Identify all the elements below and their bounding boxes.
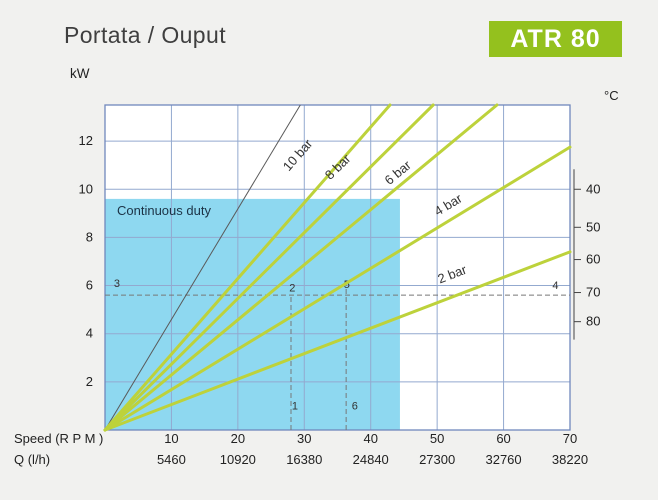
x-axis-title-flow: Q (l/h) — [14, 452, 50, 467]
x-axis-title-speed: Speed (R P M ) — [14, 431, 103, 446]
x-tick-label: 60 — [496, 431, 510, 446]
q-tick-label: 32760 — [485, 452, 521, 467]
y-tick-label: 4 — [86, 326, 93, 341]
x-tick-label: 30 — [297, 431, 311, 446]
temp-tick-label: 50 — [586, 219, 600, 234]
x-tick-label: 50 — [430, 431, 444, 446]
q-tick-label: 10920 — [220, 452, 256, 467]
series-line-2-bar — [103, 250, 572, 432]
aux-line — [104, 104, 301, 431]
series-line-8-bar — [103, 103, 435, 432]
y-tick-label: 12 — [79, 133, 93, 148]
series-line-4-bar — [103, 145, 572, 432]
page-title: Portata / Ouput — [64, 22, 226, 48]
continuous-duty-region — [105, 198, 400, 430]
x-tick-label: 70 — [563, 431, 577, 446]
plot-border — [104, 104, 571, 431]
temp-tick-label: 60 — [586, 252, 600, 267]
y-tick-label: 10 — [79, 181, 93, 196]
temp-tick-label: 70 — [586, 285, 600, 300]
q-tick-label: 24840 — [353, 452, 389, 467]
point-label-4: 4 — [552, 280, 558, 292]
point-label-6: 6 — [352, 401, 358, 413]
temp-tick-label: 80 — [586, 314, 600, 329]
point-label-5: 5 — [344, 279, 350, 291]
series-line-10-bar — [103, 103, 392, 432]
temp-tick-label: 40 — [586, 181, 600, 196]
series-line-6-bar — [103, 103, 499, 432]
q-tick-label: 38220 — [552, 452, 588, 467]
q-tick-label: 27300 — [419, 452, 455, 467]
right-axis-title: °C — [604, 88, 619, 103]
y-tick-label: 2 — [86, 374, 93, 389]
x-tick-label: 40 — [363, 431, 377, 446]
q-tick-label: 16380 — [286, 452, 322, 467]
point-label-1: 1 — [292, 401, 298, 413]
y-tick-label: 8 — [86, 229, 93, 244]
point-label-2: 2 — [289, 283, 295, 295]
x-tick-label: 10 — [164, 431, 178, 446]
y-axis-title: kW — [70, 66, 90, 81]
model-badge: ATR 80 — [489, 21, 622, 57]
q-tick-label: 5460 — [157, 452, 186, 467]
x-tick-label: 20 — [231, 431, 245, 446]
y-tick-label: 6 — [86, 278, 93, 293]
continuous-duty-label: Continuous duty — [117, 203, 211, 218]
point-label-3: 3 — [114, 278, 120, 290]
